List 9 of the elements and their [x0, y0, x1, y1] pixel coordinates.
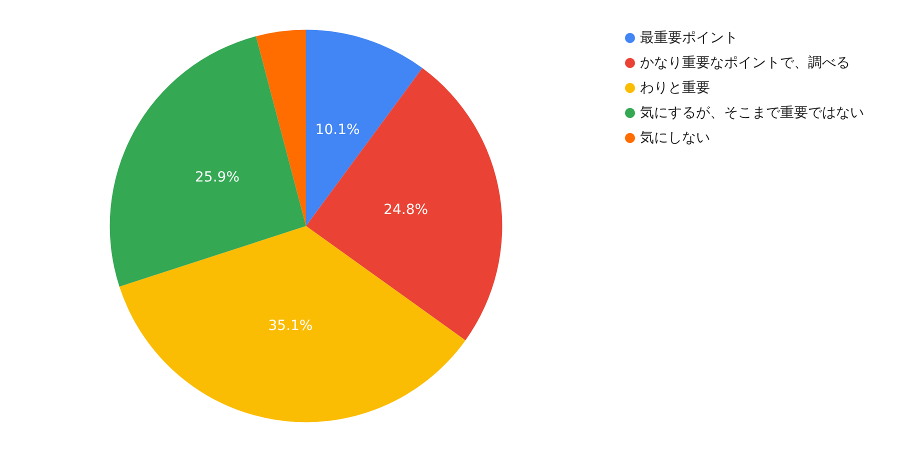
legend-label: わりと重要 — [640, 80, 710, 96]
data-label: 10.1% — [315, 122, 360, 138]
legend-label: かなり重要なポイントで、調べる — [640, 55, 850, 71]
legend-label: 気にしない — [640, 130, 710, 146]
data-label: 25.9% — [195, 170, 240, 186]
data-label: 35.1% — [268, 318, 313, 334]
legend-label: 最重要ポイント — [640, 30, 738, 46]
data-label: 24.8% — [384, 202, 428, 218]
legend-label: 気にするが、そこまで重要ではない — [640, 105, 864, 121]
